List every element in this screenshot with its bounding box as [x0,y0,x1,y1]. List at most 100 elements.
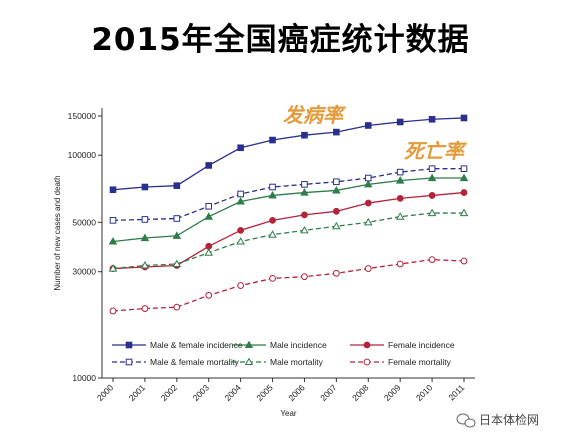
annotation-label: 死亡率 [404,139,468,163]
data-point [364,265,372,272]
x-axis-title: Year [280,409,297,418]
y-tick-label: 50000 [72,217,96,227]
series-line [112,191,465,270]
data-point [396,195,404,202]
data-point [332,269,340,277]
series-line [112,258,465,312]
data-point [332,221,341,230]
watermark-layer: 日本体检网 [456,412,539,428]
data-point [332,186,341,194]
y-tick-label: 100000 [68,150,97,160]
data-point [237,190,244,198]
data-point [301,131,308,139]
data-point [460,114,468,122]
data-point [396,118,404,126]
legend-swatch-marker [244,340,254,349]
x-tick-label: 2009 [382,382,403,403]
data-point [460,189,468,196]
data-point [301,273,308,281]
data-point [269,216,276,224]
data-point [301,181,308,188]
legend-item: Female incidence [350,340,455,350]
watermark: 日本体检网 [456,412,539,428]
data-point [300,188,309,196]
series-line [112,168,464,222]
legend-label: Male & female incidence [150,340,243,350]
chat-icon [464,418,476,428]
legend-label: Female mortality [388,357,452,367]
data-point [428,165,436,173]
x-tick-label: 2011 [446,382,466,402]
y-axis-title: Number of new cases and death [53,175,62,290]
data-point [300,225,309,234]
data-point [333,178,340,186]
legend-layer: Male & female incidence Male incidence Fem… [112,340,455,367]
data-point [108,237,118,245]
data-point [204,248,213,256]
legend-label: Male & female mortality [150,357,240,367]
data-point [460,257,468,265]
series-layer [108,114,469,315]
data-point [395,212,405,220]
data-point [237,226,245,234]
x-tick-label: 2006 [286,382,307,403]
series-line [112,177,464,243]
data-point [172,231,182,239]
data-point [333,128,340,136]
data-point [205,291,213,299]
data-point [141,183,149,191]
data-point [364,179,373,188]
data-point [301,211,308,219]
y-tick-label: 10000 [72,373,96,383]
series-4 [108,208,469,272]
data-point [269,274,276,282]
legend-item: Male & female mortality [112,357,240,367]
data-point [268,191,277,199]
data-point [141,216,149,223]
legend-item: Male & female incidence [112,340,243,350]
data-point [205,202,213,210]
data-point [268,230,277,238]
data-point [140,233,150,242]
data-point [140,261,150,269]
legend-item: Male incidence [232,340,327,350]
data-point [459,173,469,182]
page-title: 2015年全国癌症统计数据 [91,22,470,58]
data-point [204,212,213,220]
data-point [236,197,245,205]
series-2 [109,189,468,272]
legend-swatch-marker [363,358,371,366]
x-tick-label: 2000 [95,382,116,403]
legend-label: Male incidence [270,340,327,350]
data-point [332,207,340,215]
x-tick-label: 2010 [414,382,435,403]
legend-swatch-marker [363,341,371,349]
x-tick-label: 2004 [222,382,243,403]
data-point [459,208,469,217]
data-point [428,192,436,199]
data-point [460,165,468,173]
data-point [141,305,149,312]
data-point [396,260,404,268]
data-point [173,182,181,189]
data-point [269,136,276,144]
data-point [109,217,117,224]
series-5 [109,256,468,315]
data-point [395,176,405,184]
data-point [109,307,117,315]
data-point [269,183,276,191]
legend-swatch-marker [125,341,133,349]
data-point [173,215,181,222]
x-tick-label: 2007 [318,382,339,403]
data-point [427,208,437,217]
data-point [173,303,181,311]
y-tick-label: 30000 [72,267,96,277]
x-tick-label: 2003 [191,382,212,403]
x-tick-label: 2002 [159,382,180,403]
legend-item: Male mortality [232,357,324,367]
series-3 [109,165,468,224]
data-point [237,144,244,152]
series-line [112,117,465,191]
